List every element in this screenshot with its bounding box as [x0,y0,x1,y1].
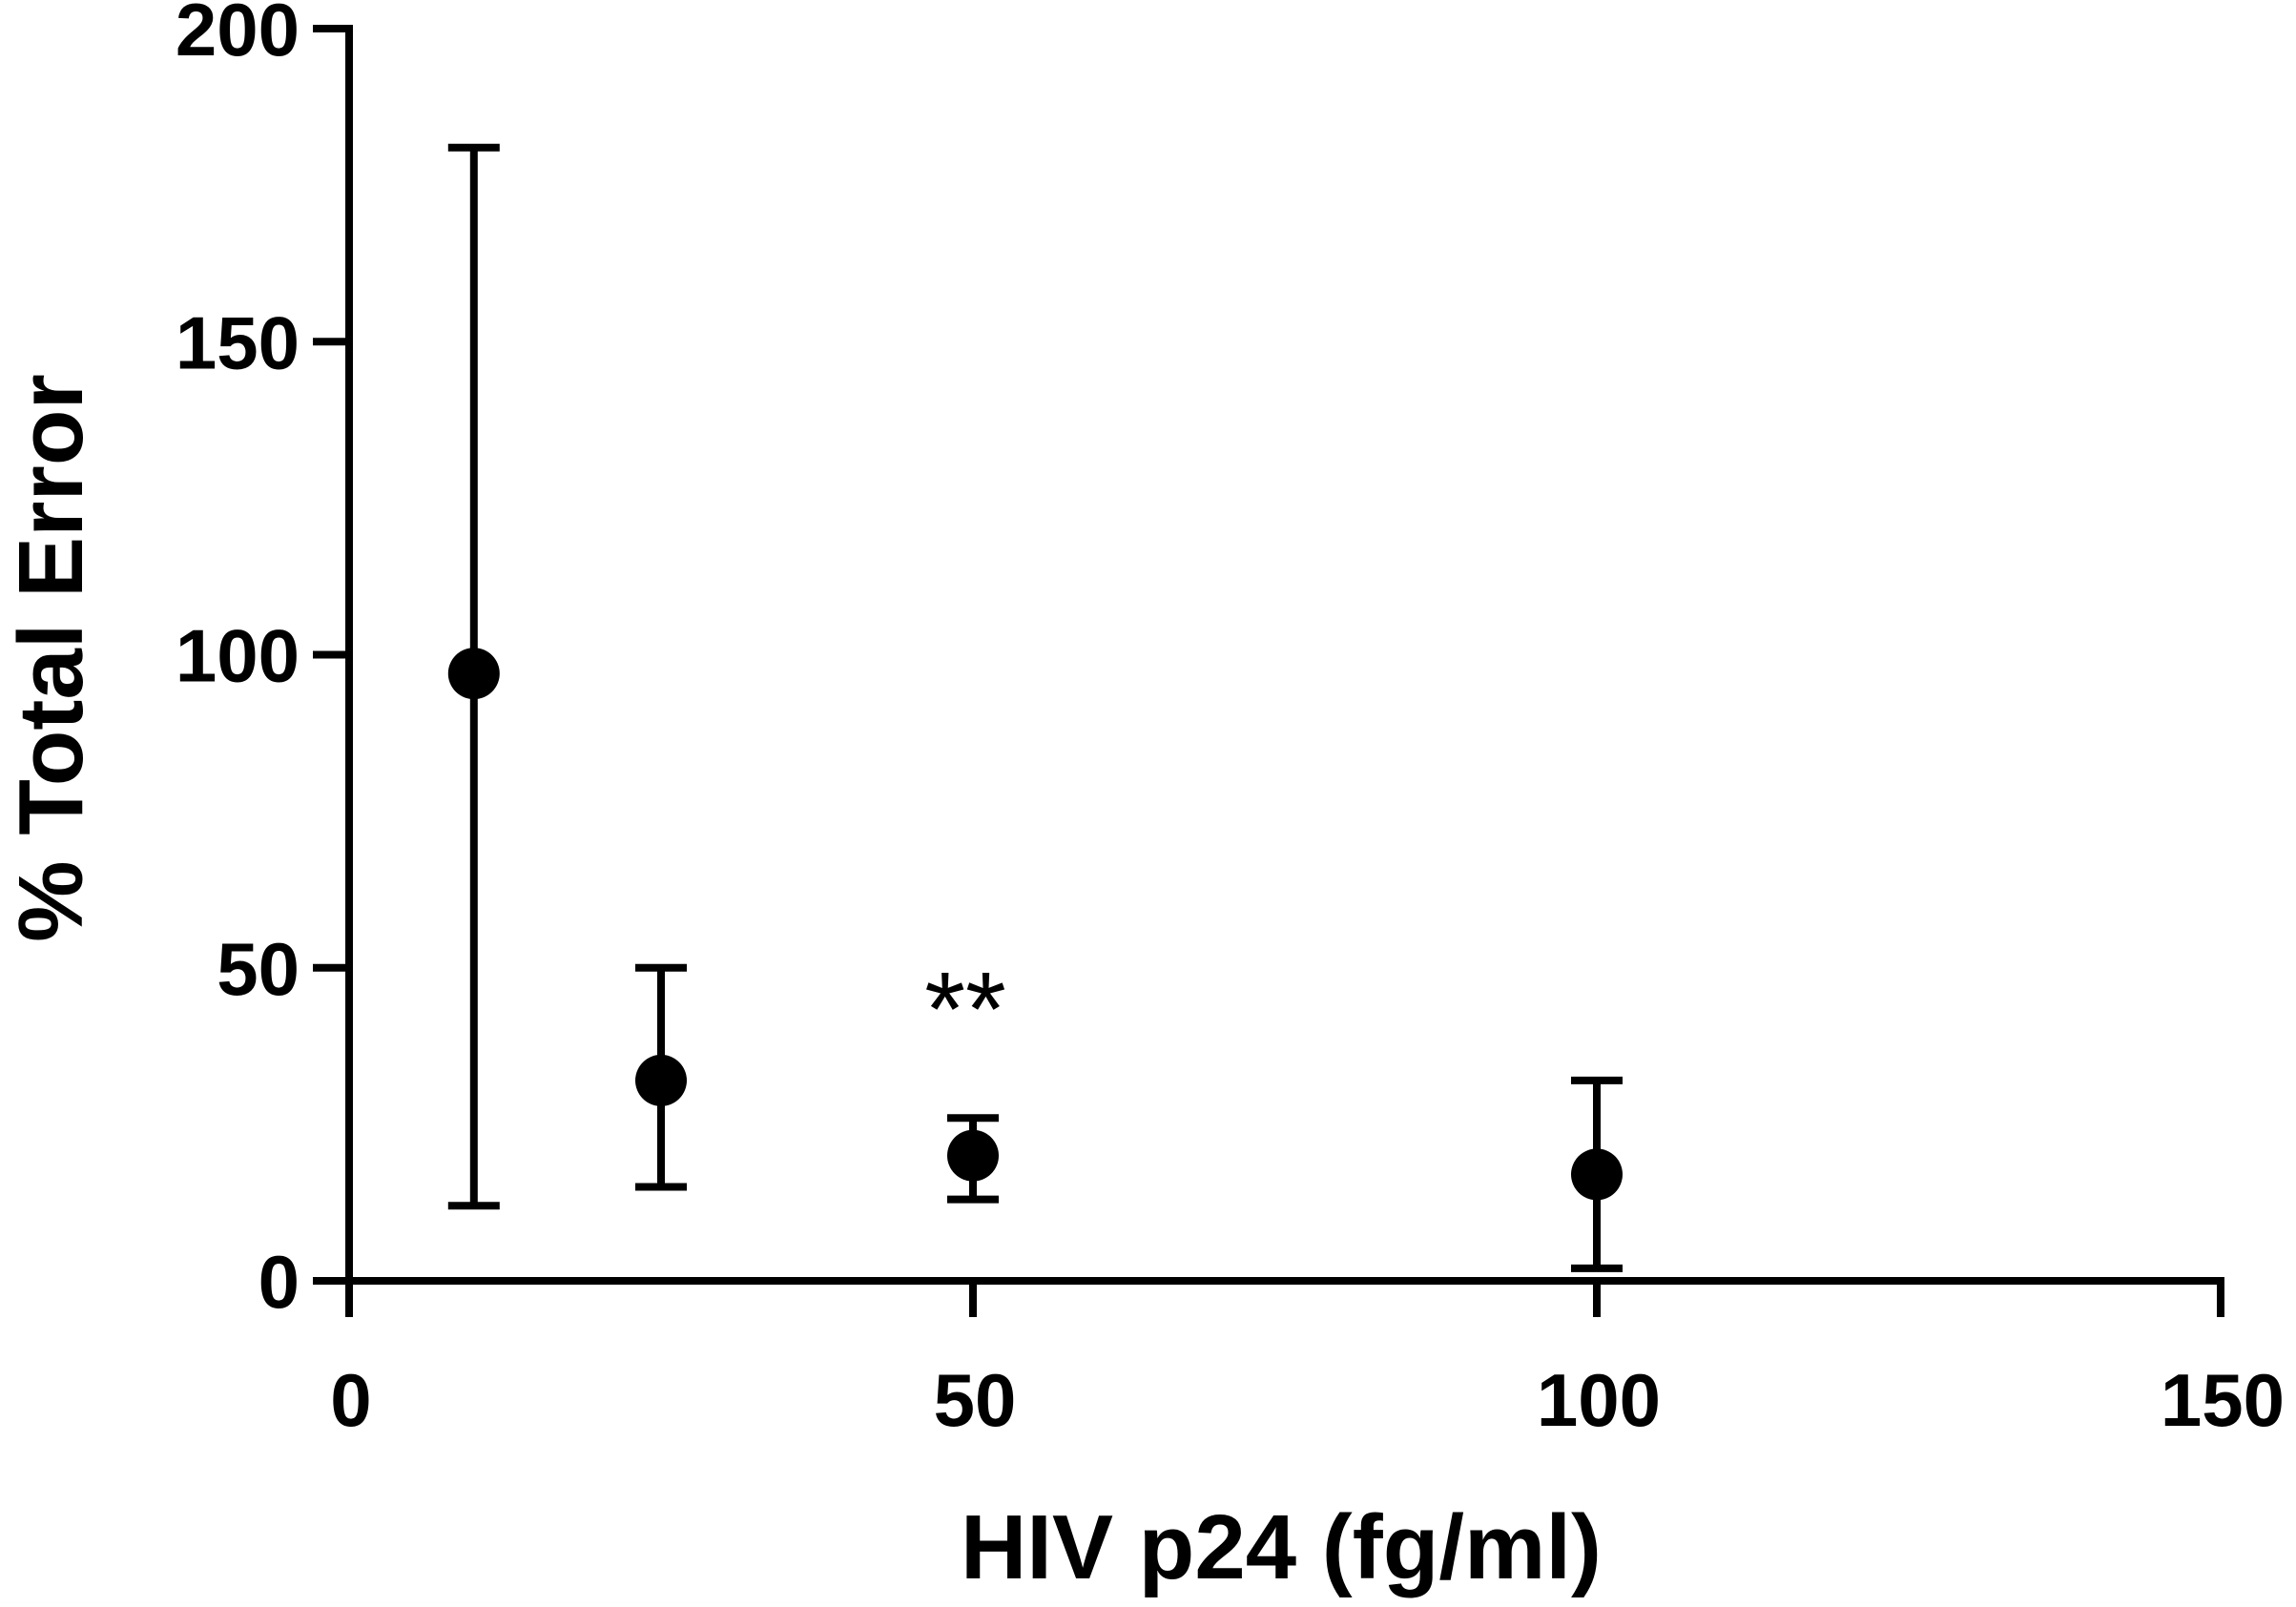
significance-annotation: ** [924,951,1006,1068]
axes: 0 50 100 150 200 0 50 100 150 [176,0,2285,1442]
x-tick-label: 0 [330,1358,371,1442]
x-tick-label: 150 [2161,1358,2285,1442]
y-tick-label: 200 [176,0,300,72]
x-tick-label: 100 [1537,1358,1661,1442]
data-point [635,1054,687,1106]
x-axis-title: HIV p24 (fg/ml) [961,1496,1602,1598]
axis-labels: HIV p24 (fg/ml) % Total Error [0,374,1602,1598]
y-tick-label: 0 [259,1240,300,1324]
y-tick-label: 50 [217,927,300,1011]
data-point [947,1129,999,1182]
data-marks: ** [447,143,1623,1272]
y-tick-label: 150 [176,300,300,384]
y-axis-title: % Total Error [0,374,102,942]
data-point [447,648,500,700]
data-point [1571,1148,1623,1201]
y-tick-label: 100 [176,614,300,698]
x-tick-label: 50 [934,1358,1017,1442]
